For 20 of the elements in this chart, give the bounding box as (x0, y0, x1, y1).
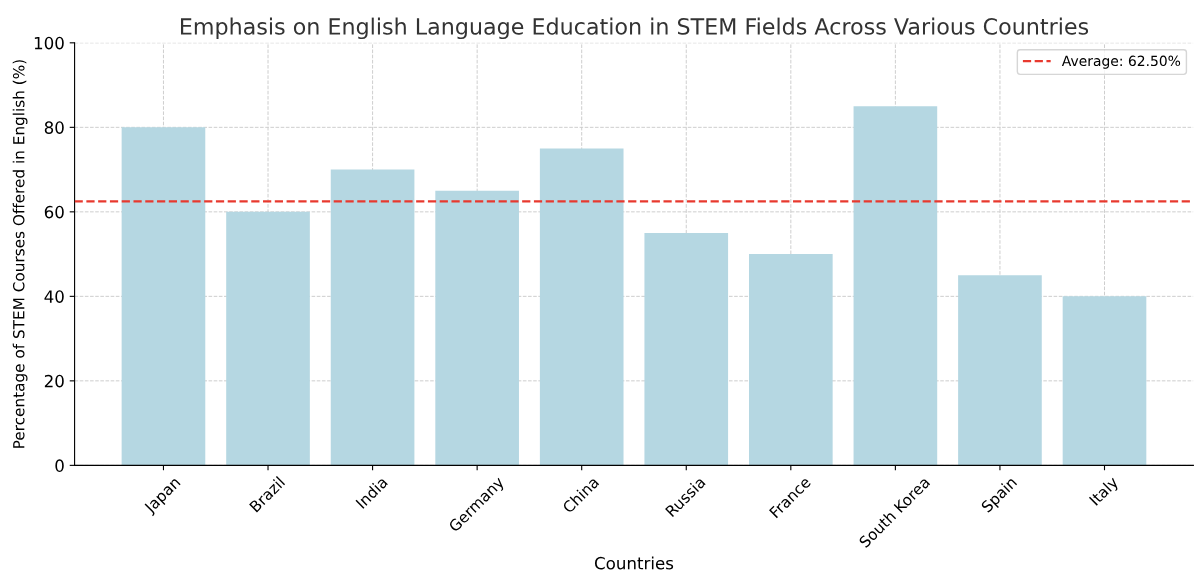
bar (1062, 296, 1147, 466)
y-tick-label: 0 (55, 459, 64, 472)
bar (644, 232, 729, 466)
y-axis-title: Percentage of STEM Courses Offered in English (%) (12, 60, 28, 448)
bar (226, 211, 310, 466)
bar (749, 254, 833, 466)
bar (539, 148, 624, 466)
bar (435, 190, 519, 466)
bar (121, 127, 206, 466)
y-tick-label: 60 (44, 205, 64, 219)
y-tick-label: 100 (34, 36, 64, 50)
bar (330, 169, 415, 466)
x-axis-title: Countries (594, 556, 674, 570)
chart-title: Emphasis on English Language Education in STEM Fields Across Various Countries (180, 17, 1089, 40)
legend-label: Average: 62.50% (1061, 55, 1181, 69)
y-tick-label: 40 (44, 290, 64, 303)
bar (853, 106, 938, 466)
bar (958, 275, 1042, 466)
y-tick-label: 80 (44, 121, 64, 134)
y-tick-label: 20 (44, 374, 64, 388)
